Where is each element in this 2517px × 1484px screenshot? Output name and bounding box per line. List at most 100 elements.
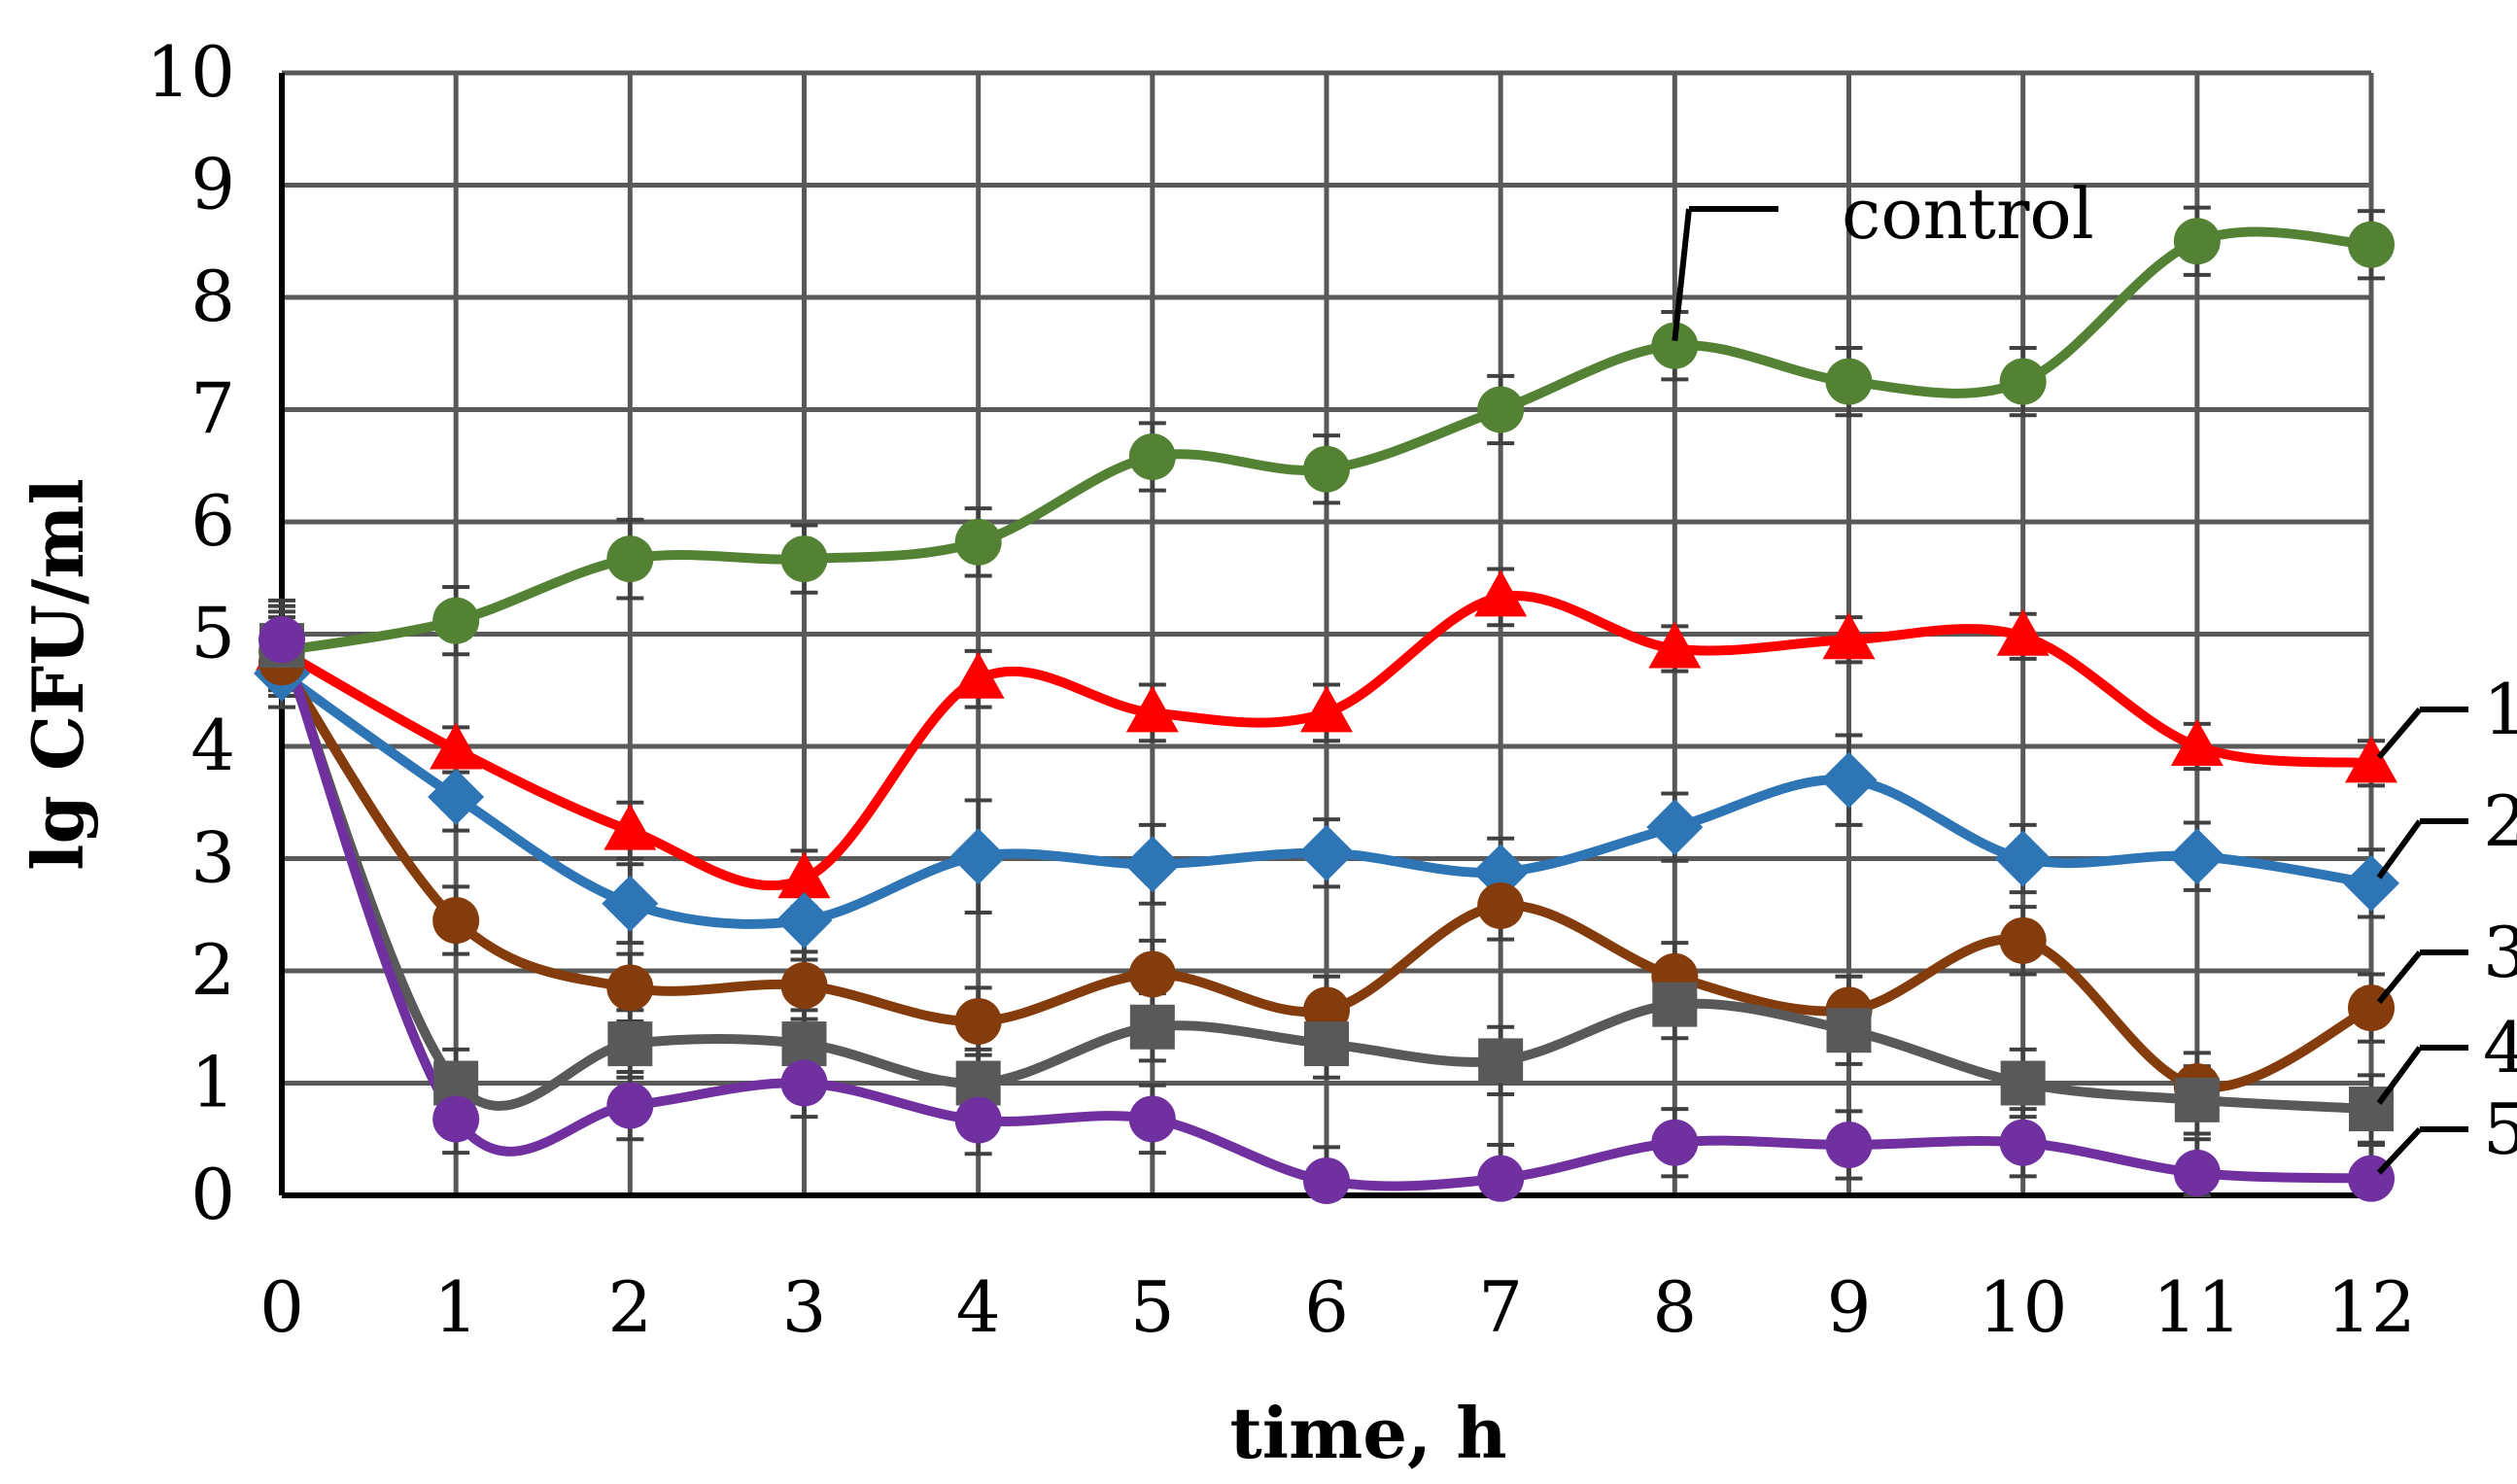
data-point-control <box>606 535 654 583</box>
callout-line-1 <box>2376 707 2423 760</box>
data-point-3 <box>1128 950 1176 998</box>
data-point-2 <box>428 768 485 825</box>
y-tick-label: 0 <box>190 1154 235 1235</box>
data-point-2 <box>602 875 659 932</box>
x-tick-label: 10 <box>1979 1266 2068 1348</box>
data-point-control <box>954 518 1002 566</box>
data-point-5 <box>432 1095 480 1143</box>
series-label-3: 3 <box>2483 912 2517 993</box>
series-label-2: 2 <box>2483 780 2517 862</box>
data-point-5 <box>606 1082 654 1129</box>
data-point-1 <box>951 651 1005 699</box>
data-point-1 <box>1300 685 1353 733</box>
data-point-1 <box>777 851 831 899</box>
data-point-5 <box>1825 1122 1873 1169</box>
data-point-control <box>1303 445 1350 493</box>
y-axis-title: lg CFU/ml <box>17 478 99 871</box>
x-tick-label: 8 <box>1652 1266 1697 1348</box>
x-tick-label: 3 <box>782 1266 827 1348</box>
data-point-3 <box>1999 916 2047 964</box>
series-markers <box>254 218 2399 1204</box>
data-point-control <box>1999 358 2047 405</box>
data-point-3 <box>606 964 654 1012</box>
data-point-4 <box>2174 1077 2220 1122</box>
data-point-2 <box>1820 751 1878 809</box>
data-point-3 <box>780 962 828 1010</box>
y-tick-label: 9 <box>190 144 235 225</box>
data-point-control <box>1651 322 1699 369</box>
x-tick-label: 11 <box>2153 1266 2242 1348</box>
data-point-4 <box>2000 1060 2046 1106</box>
data-point-5 <box>1651 1119 1699 1166</box>
data-point-5 <box>1128 1095 1176 1143</box>
data-point-5 <box>1999 1119 2047 1166</box>
data-point-1 <box>430 722 483 770</box>
x-tick-label: 4 <box>956 1266 1001 1348</box>
data-point-5 <box>954 1096 1002 1144</box>
x-axis-title: time, h <box>1229 1392 1506 1474</box>
data-point-4 <box>1826 1008 1872 1053</box>
series-label-4: 4 <box>2483 1007 2517 1088</box>
data-point-5 <box>2173 1149 2221 1196</box>
data-point-4 <box>1129 1004 1175 1050</box>
data-point-5 <box>1303 1156 1350 1204</box>
callout-line-4 <box>2376 1046 2423 1105</box>
data-point-5 <box>780 1059 828 1107</box>
data-point-5 <box>259 616 305 664</box>
x-tick-label: 2 <box>607 1266 652 1348</box>
y-tick-label: 10 <box>146 31 235 113</box>
data-point-1 <box>603 803 657 850</box>
data-point-1 <box>1996 608 2050 656</box>
y-tick-label: 6 <box>190 480 235 562</box>
callout-line-5 <box>2376 1126 2423 1175</box>
x-tick-label: 1 <box>433 1266 478 1348</box>
data-point-1 <box>1474 569 1528 617</box>
data-point-1 <box>1125 685 1179 733</box>
data-point-control <box>1477 386 1525 433</box>
data-point-2 <box>1646 799 1704 856</box>
x-tick-label: 7 <box>1478 1266 1523 1348</box>
data-point-4 <box>1304 1021 1349 1067</box>
data-point-4 <box>781 1021 827 1067</box>
series-label-1: 1 <box>2483 669 2517 750</box>
x-tick-label: 6 <box>1304 1266 1349 1348</box>
data-point-2 <box>1994 830 2052 887</box>
y-tick-label: 2 <box>190 929 235 1011</box>
data-point-control <box>1825 358 1873 405</box>
y-tick-label: 7 <box>190 368 235 450</box>
series-callouts: control 1 2 3 45 <box>1672 173 2517 1175</box>
data-point-control <box>2173 218 2221 265</box>
y-tick-label: 5 <box>190 593 235 674</box>
y-tick-label: 3 <box>190 817 235 899</box>
data-point-2 <box>1472 844 1530 901</box>
data-point-control <box>780 535 828 583</box>
y-tick-label: 4 <box>190 705 235 786</box>
y-tick-label: 8 <box>190 256 235 337</box>
data-point-2 <box>2168 828 2225 885</box>
x-tick-label: 12 <box>2327 1266 2416 1348</box>
callout-line-3 <box>2376 950 2423 1005</box>
data-point-control <box>432 597 480 644</box>
data-point-control <box>1128 433 1176 481</box>
data-point-1 <box>2170 719 2224 766</box>
callout-line-control <box>1672 208 1692 341</box>
data-point-3 <box>954 997 1002 1045</box>
data-point-4 <box>1652 982 1698 1027</box>
data-point-2 <box>949 828 1007 885</box>
data-point-3 <box>1477 882 1525 930</box>
data-point-2 <box>1298 824 1355 881</box>
data-point-2 <box>1123 836 1181 893</box>
x-tick-label: 0 <box>259 1266 304 1348</box>
x-tick-label: 9 <box>1827 1266 1872 1348</box>
y-tick-label: 1 <box>190 1042 235 1123</box>
data-point-1 <box>1822 612 1876 660</box>
data-point-5 <box>1477 1155 1525 1202</box>
data-point-4 <box>1478 1038 1524 1084</box>
data-point-3 <box>432 897 480 945</box>
data-point-1 <box>2345 736 2397 783</box>
data-point-4 <box>607 1021 653 1067</box>
x-tick-label: 5 <box>1130 1266 1175 1348</box>
